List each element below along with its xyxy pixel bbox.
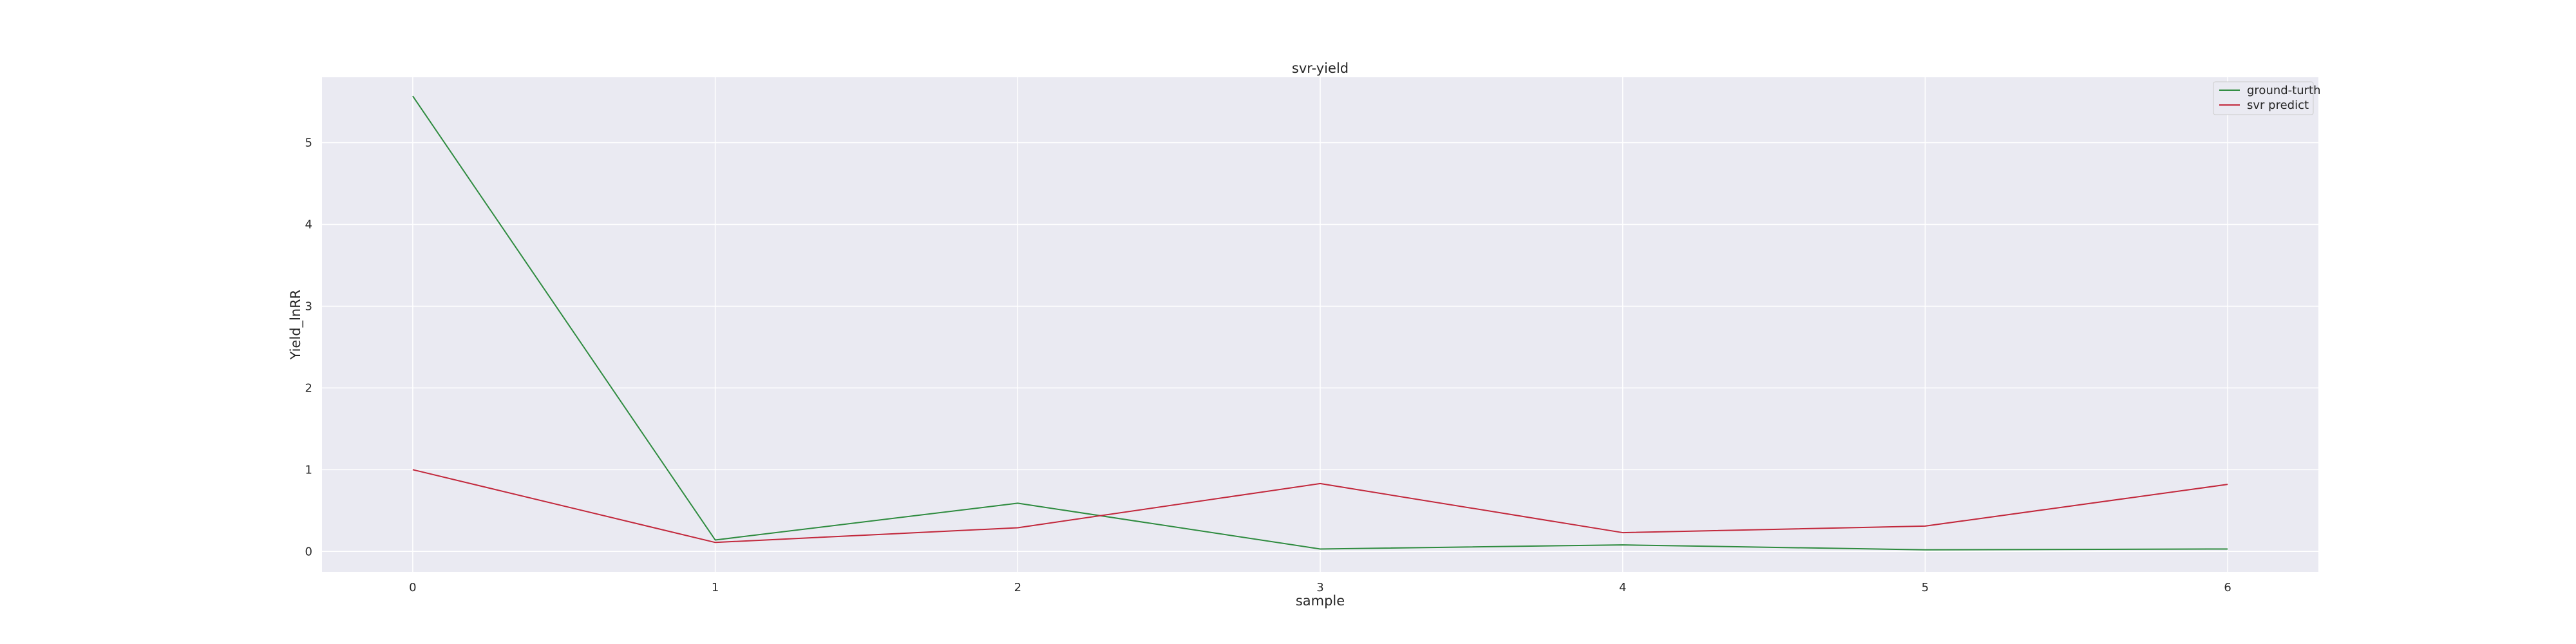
y-tick-label: 0 [305,545,312,558]
series-lines [412,95,2228,551]
y-tick-label: 3 [305,299,312,313]
y-tick-label: 5 [305,137,312,150]
y-tick-labels: 0 1 2 3 4 5 [305,137,312,559]
x-tick-label: 2 [1014,581,1021,594]
x-tick-label: 0 [409,581,416,594]
x-tick-labels: 0 1 2 3 4 5 6 [409,581,2231,594]
chart-title: svr-yield [1292,61,1349,76]
y-tick-label: 1 [305,463,312,477]
y-tick-label: 4 [305,218,312,231]
series-line-svr-predict [412,469,2228,544]
series-line-ground-turth [412,95,2228,551]
x-tick-label: 4 [1619,581,1626,594]
x-tick-label: 1 [712,581,719,594]
x-axis-title: sample [1296,593,1345,609]
y-axis-title: Yield_lnRR [288,290,304,361]
legend: ground-turth svr predict [2213,81,2321,115]
legend-label-svr-predict: svr predict [2247,99,2309,112]
y-tick-label: 2 [305,381,312,395]
legend-label-ground-turth: ground-turth [2247,84,2321,97]
grid-lines [322,77,2318,572]
x-tick-label: 3 [1316,581,1323,594]
x-tick-label: 6 [2224,581,2231,594]
x-tick-label: 5 [1922,581,1929,594]
